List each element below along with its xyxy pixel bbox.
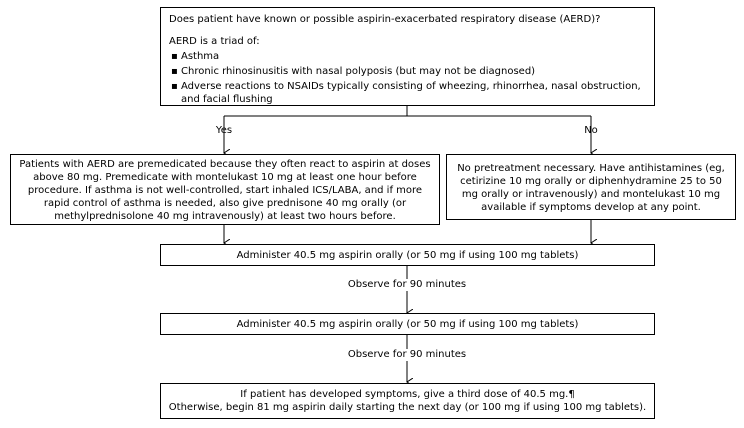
bullet-icon: ▪ xyxy=(171,51,178,62)
final-dose-box: If patient has developed symptoms, give … xyxy=(160,383,655,419)
yes-label: Yes xyxy=(215,125,233,136)
aerd-triad-list: ▪ Asthma ▪ Chronic rhinosinusitis with nas… xyxy=(169,50,646,106)
list-item: ▪ Asthma xyxy=(169,50,646,63)
triad-item-label: Asthma xyxy=(181,51,220,62)
final-dose-line-1: If patient has developed symptoms, give … xyxy=(240,389,575,400)
observe-1-label: Observe for 90 minutes xyxy=(307,279,507,291)
triad-item-label: Adverse reactions to NSAIDs typically co… xyxy=(181,81,641,105)
administer-dose-2-text: Administer 40.5 mg aspirin orally (or 50… xyxy=(236,319,579,330)
premedication-text: Patients with AERD are premedicated beca… xyxy=(19,159,431,222)
no-label: No xyxy=(584,125,598,136)
bullet-icon: ▪ xyxy=(171,66,178,77)
bullet-icon: ▪ xyxy=(171,81,178,92)
aerd-question-box: Does patient have known or possible aspi… xyxy=(160,7,655,106)
list-item: ▪ Chronic rhinosinusitis with nasal polyp… xyxy=(169,65,646,78)
administer-dose-2-box: Administer 40.5 mg aspirin orally (or 50… xyxy=(160,313,655,335)
observe-2-label: Observe for 90 minutes xyxy=(307,349,507,361)
aerd-question: Does patient have known or possible aspi… xyxy=(169,14,601,25)
no-pretreatment-text: No pretreatment necessary. Have antihist… xyxy=(457,163,725,213)
no-pretreatment-box: No pretreatment necessary. Have antihist… xyxy=(446,154,736,220)
premedication-box: Patients with AERD are premedicated beca… xyxy=(10,154,440,225)
triad-item-label: Chronic rhinosinusitis with nasal polypo… xyxy=(181,66,536,77)
final-dose-line-2: Otherwise, begin 81 mg aspirin daily sta… xyxy=(168,402,647,413)
aerd-triad-intro: AERD is a triad of: xyxy=(169,36,260,47)
list-item: ▪ Adverse reactions to NSAIDs typically c… xyxy=(169,80,646,106)
administer-dose-1-text: Administer 40.5 mg aspirin orally (or 50… xyxy=(236,250,579,261)
administer-dose-1-box: Administer 40.5 mg aspirin orally (or 50… xyxy=(160,244,655,266)
